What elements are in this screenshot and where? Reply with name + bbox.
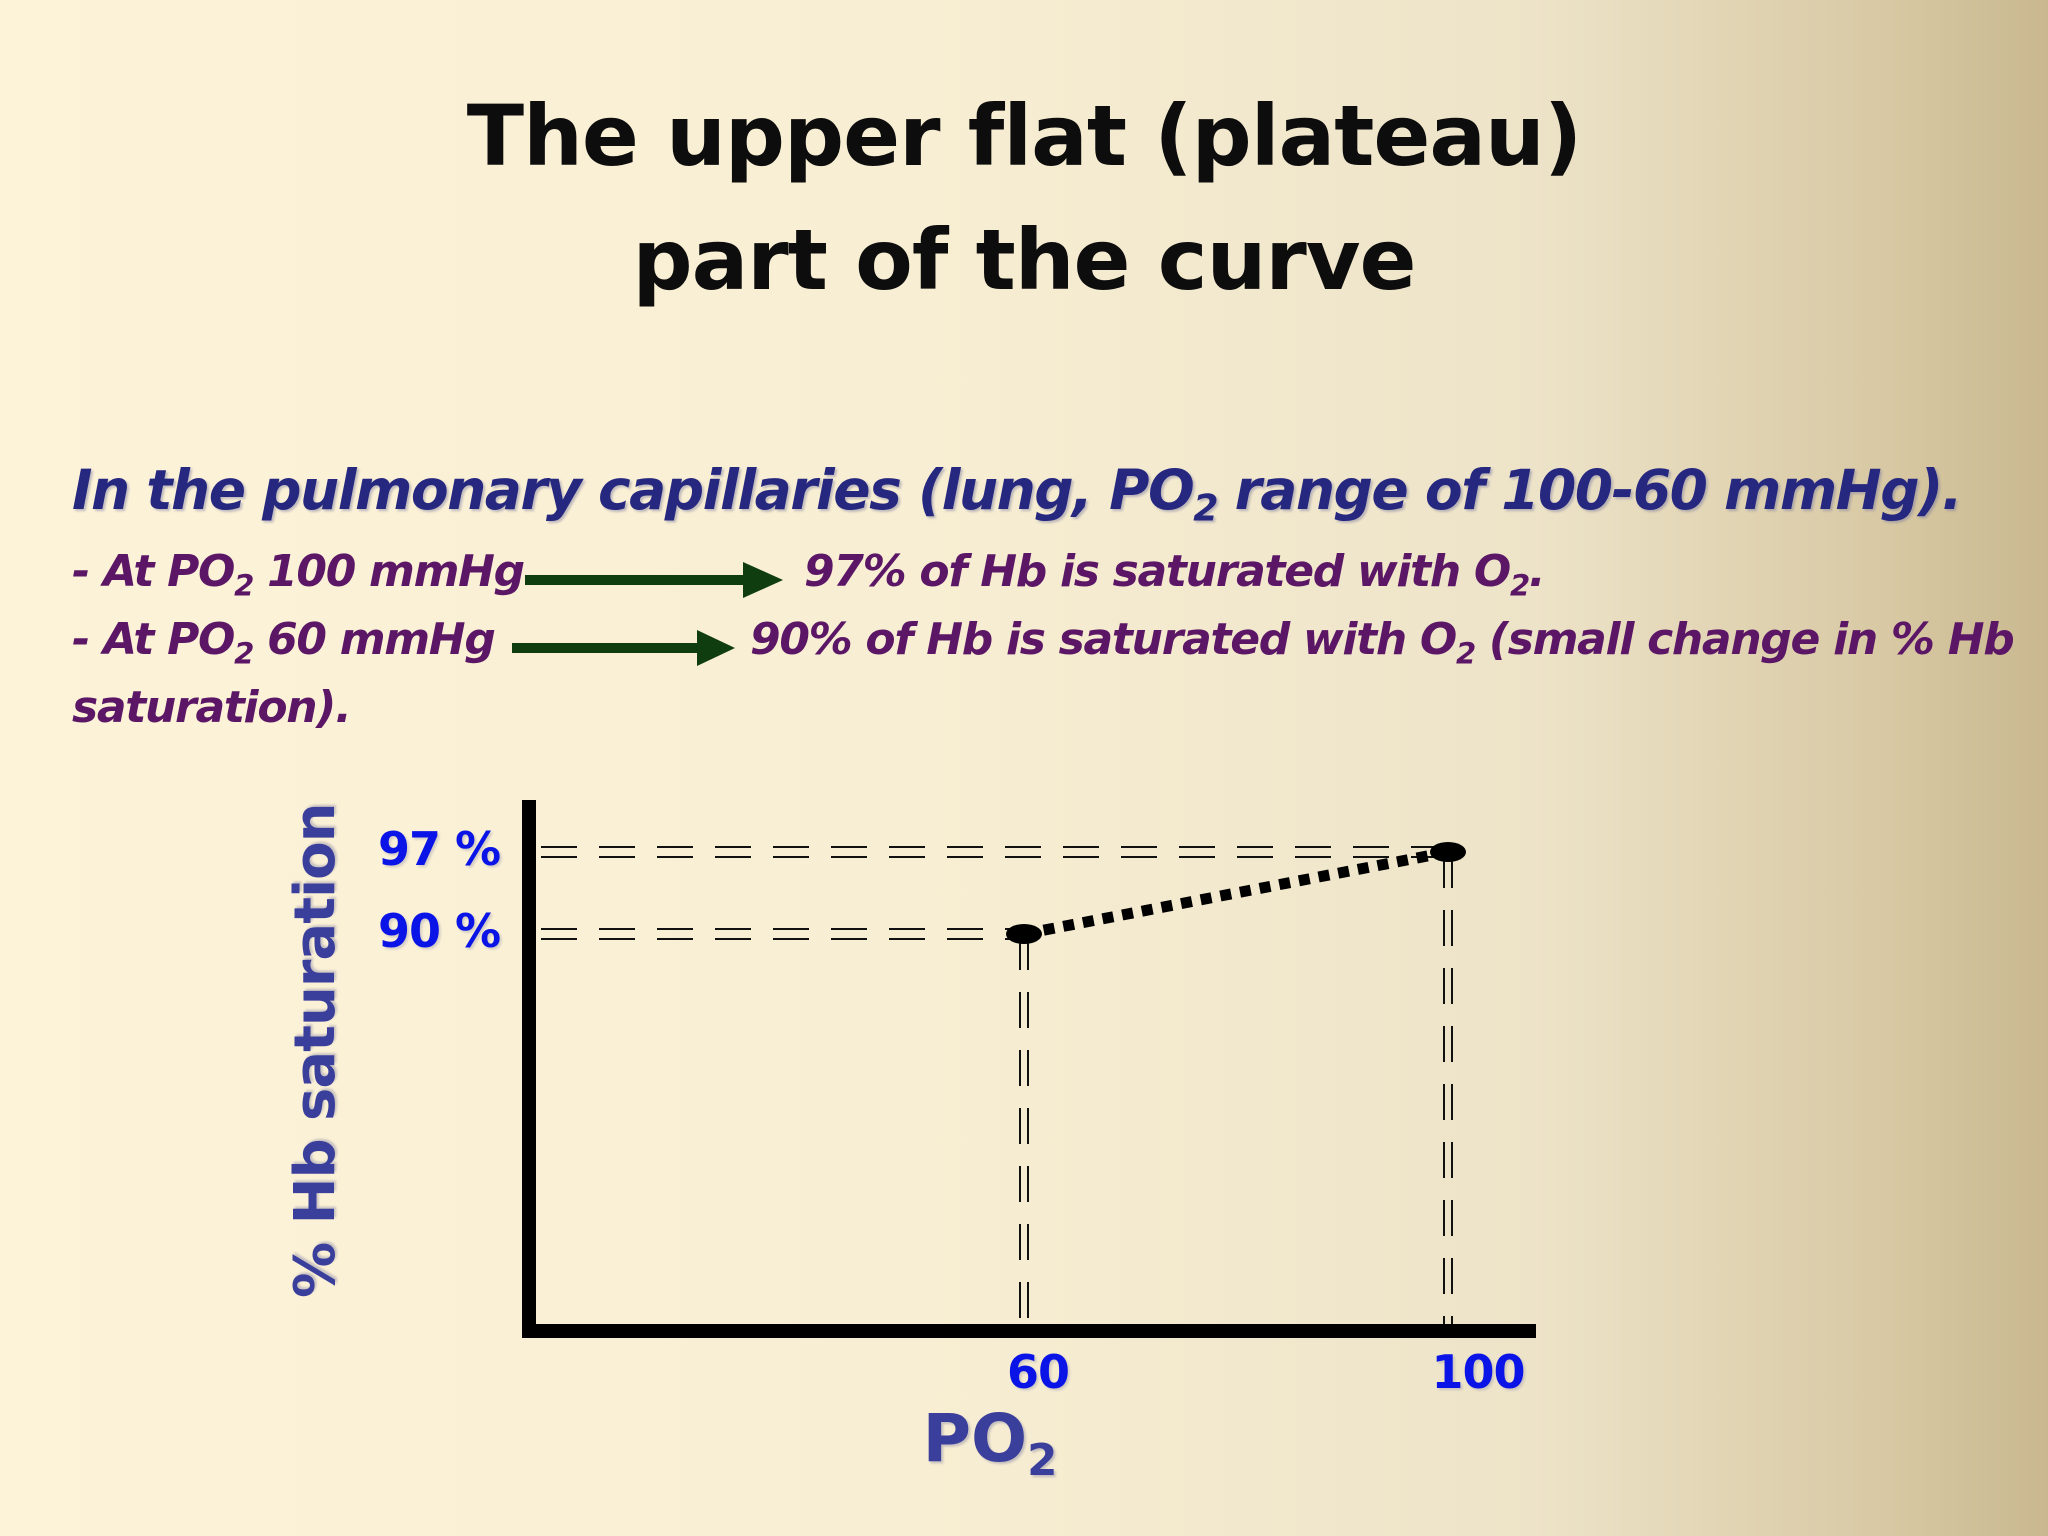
bullet-60-result-text: 90% of Hb is saturated with O <box>750 614 1457 665</box>
bullet-continuation: saturation). <box>72 682 352 733</box>
bullet-100-prefix: - At PO <box>72 546 235 597</box>
bullet-100-result-text: 97% of Hb is saturated with O <box>804 546 1511 597</box>
arrow-shaft <box>525 575 743 585</box>
x-axis-title-text: PO <box>922 1400 1028 1477</box>
bullet-60-pressure: 60 mmHg <box>253 614 496 665</box>
slide-title-line-2: part of the curve <box>632 211 1416 309</box>
data-point <box>1006 924 1042 944</box>
x-tick-label: 100 <box>1431 1345 1526 1399</box>
bullet-60-subscript: 2 <box>234 636 254 671</box>
bullet-100-pressure: 100 mmHg <box>253 546 525 597</box>
chart-axes <box>522 800 1536 1338</box>
chart-series <box>1006 842 1466 944</box>
bullet-60-label: - At PO2 60 mmHg <box>72 614 496 668</box>
slide-title-line-1: The upper flat (plateau) <box>466 87 1582 185</box>
data-point <box>1430 842 1466 862</box>
bullet-100-subscript: 2 <box>234 568 254 603</box>
lead-text-start: In the pulmonary capillaries (lung, PO <box>72 458 1195 522</box>
lead-subscript: 2 <box>1193 486 1218 530</box>
x-axis-title-subscript: 2 <box>1027 1435 1058 1486</box>
arrow-icon <box>512 630 735 666</box>
y-axis-title: % Hb saturation <box>283 803 348 1298</box>
bullet-60-prefix: - At PO <box>72 614 235 665</box>
x-axis-title: PO2 <box>900 1400 1080 1483</box>
series-line <box>1022 846 1450 940</box>
reference-guides <box>541 846 1453 1331</box>
lead-sentence: In the pulmonary capillaries (lung, PO2 … <box>72 458 1963 526</box>
arrow-head <box>697 630 735 666</box>
bullet-60-result-subscript: 2 <box>1455 636 1476 671</box>
lead-text-end: range of 100-60 mmHg). <box>1217 458 1963 522</box>
arrow-icon <box>525 562 783 598</box>
arrow-head <box>743 562 783 598</box>
bullet-100-result: 97% of Hb is saturated with O2. <box>804 546 1546 600</box>
bullet-100-result-end: . <box>1528 546 1546 597</box>
bullet-60-result-end: (small change in % Hb <box>1474 614 2015 665</box>
y-tick-label: 90 % <box>378 904 501 958</box>
bullet-60-result: 90% of Hb is saturated with O2 (small ch… <box>750 614 2015 668</box>
bullet-100-result-subscript: 2 <box>1509 568 1530 603</box>
x-tick-label: 60 <box>1007 1345 1070 1399</box>
y-tick-label: 97 % <box>378 822 501 876</box>
arrow-shaft <box>512 643 697 653</box>
bullet-100-label: - At PO2 100 mmHg <box>72 546 525 600</box>
